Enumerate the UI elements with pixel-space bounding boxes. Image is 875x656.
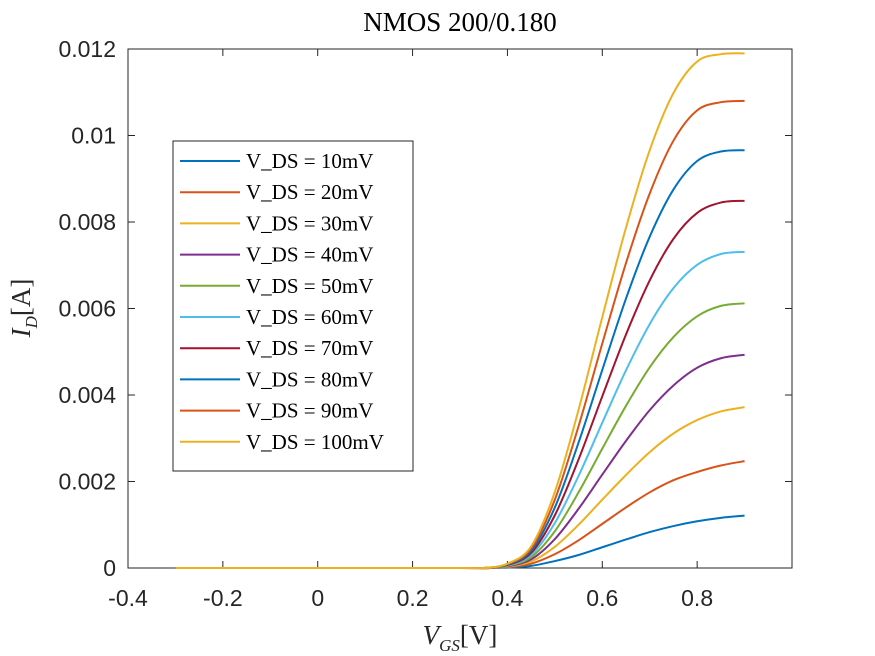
x-axis-label: VGS[V]	[423, 620, 498, 655]
legend-label: V_DS = 100mV	[246, 430, 384, 454]
legend-label: V_DS = 60mV	[246, 305, 373, 329]
legend-label: V_DS = 20mV	[246, 180, 373, 204]
y-tick-label: 0.004	[58, 382, 116, 408]
x-tick-label: -0.2	[203, 585, 243, 611]
y-tick-label: 0.006	[58, 296, 116, 322]
y-tick-label: 0.002	[58, 469, 116, 495]
x-tick-label: 0	[311, 585, 324, 611]
legend-label: V_DS = 90mV	[246, 399, 373, 423]
chart-title: NMOS 200/0.180	[363, 7, 557, 37]
legend-label: V_DS = 40mV	[246, 243, 373, 267]
y-tick-label: 0.012	[58, 36, 116, 62]
y-tick-label: 0.01	[71, 123, 116, 149]
y-axis-label: ID[A]	[6, 279, 41, 339]
y-tick-label: 0.008	[58, 209, 116, 235]
legend-label: V_DS = 50mV	[246, 274, 373, 298]
legend-label: V_DS = 70mV	[246, 336, 373, 360]
x-tick-label: 0.2	[397, 585, 429, 611]
legend-label: V_DS = 30mV	[246, 211, 373, 235]
x-tick-label: 0.6	[586, 585, 618, 611]
legend-label: V_DS = 10mV	[246, 149, 373, 173]
legend-label: V_DS = 80mV	[246, 367, 373, 391]
legend-box	[172, 140, 414, 472]
x-tick-label: -0.4	[108, 585, 148, 611]
x-tick-label: 0.4	[491, 585, 523, 611]
series-line-10	[175, 52, 745, 570]
x-tick-label: 0.8	[681, 585, 713, 611]
y-tick-label: 0	[103, 555, 116, 581]
